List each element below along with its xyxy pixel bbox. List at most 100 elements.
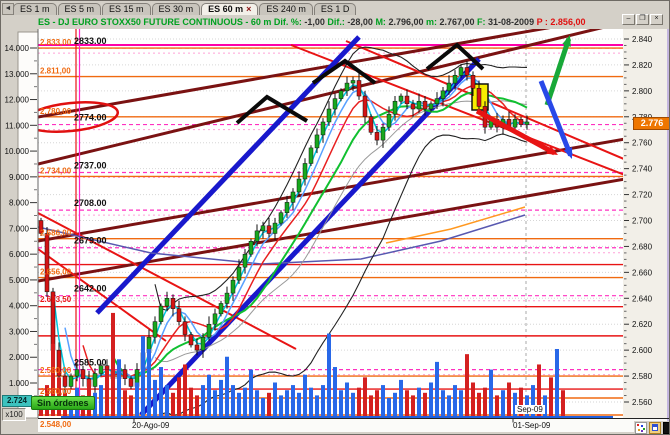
tab-es-1-d[interactable]: ES 1 D [313, 3, 357, 15]
pivot-label: 2585.00 [74, 358, 107, 368]
volume-bar [453, 385, 457, 416]
tab-es-240-m[interactable]: ES 240 m [259, 3, 313, 15]
title-segment: m: [425, 17, 440, 27]
candle [344, 82, 350, 92]
candle [404, 95, 410, 105]
volume-bar [327, 333, 331, 416]
tab-es-1-m[interactable]: ES 1 m [13, 3, 57, 15]
candle [452, 75, 458, 84]
volume-bar [483, 387, 487, 416]
candle [320, 121, 326, 136]
candle [296, 178, 302, 193]
candle [56, 349, 62, 377]
volume-bar [345, 382, 349, 416]
save-icon[interactable] [649, 422, 661, 434]
volume-bar [267, 392, 271, 416]
candle [416, 100, 422, 110]
candle [182, 321, 188, 335]
volume-bar [183, 364, 187, 416]
pivot-label: 2774.00 [74, 113, 107, 123]
tab-es-30-m[interactable]: ES 30 m [151, 3, 201, 15]
title-segment: 2.796,00 [388, 17, 426, 27]
candle [464, 67, 470, 76]
title-segment: Dif.: [327, 17, 348, 27]
support-resistance-label: 2.656,00 [40, 268, 72, 277]
candle [62, 375, 68, 387]
candle [212, 313, 218, 325]
candle [266, 225, 272, 234]
volume-bar [471, 382, 475, 416]
candle [248, 240, 254, 255]
plot-area[interactable] [23, 11, 670, 431]
price-tick-label: 2.620 [632, 320, 653, 329]
tab-bar: ES 1 m ES 5 m ES 15 m ES 30 m ES 60 m × ES 240… [13, 2, 357, 15]
minimize-button[interactable]: – [622, 14, 635, 25]
tab-close-icon[interactable]: × [246, 4, 252, 14]
volume-bar [441, 390, 445, 416]
candle [476, 88, 482, 107]
volume-bar [51, 343, 55, 416]
candle [428, 103, 434, 110]
volume-bar [537, 364, 541, 416]
candle [128, 378, 134, 387]
volume-bar [489, 369, 493, 416]
tab-es-15-m[interactable]: ES 15 m [102, 3, 151, 15]
tab-es-60-m[interactable]: ES 60 m × [201, 3, 259, 15]
support-resistance-label: 2.686,00 [40, 229, 72, 238]
candle [338, 90, 344, 99]
volume-bar [129, 395, 133, 416]
volume-bar [249, 369, 253, 416]
volume-bar [423, 392, 427, 416]
candle [386, 113, 392, 128]
volume-bar [99, 385, 103, 416]
close-button[interactable]: × [650, 14, 663, 25]
candle [44, 233, 50, 293]
candle [194, 344, 200, 351]
pivot-label: 2679.00 [74, 236, 107, 246]
volume-bar [375, 390, 379, 416]
candle [74, 369, 80, 377]
price-tick-label: 2.820 [632, 61, 653, 70]
tab-es-5-m[interactable]: ES 5 m [57, 3, 102, 15]
volume-bar [243, 387, 247, 416]
volume-bar [237, 392, 241, 416]
volume-bar [507, 382, 511, 416]
level-labels: 2.833,00 2.811,00 2.780,00 2.734,00 2.686,00… [40, 36, 107, 429]
price-tick-label: 2.560 [632, 398, 653, 407]
candle [512, 119, 518, 128]
candle [410, 103, 416, 110]
volume-bar [357, 387, 361, 416]
volume-bar [153, 379, 157, 416]
volume-multiplier-label: x100 [2, 408, 26, 421]
volume-tick-label: 10.000 [5, 147, 30, 156]
title-segment: 31-08-2009 [488, 17, 537, 27]
support-resistance-label: 2.734,00 [40, 166, 72, 175]
volume-bar [219, 379, 223, 416]
volume-tick-label: 8.000 [9, 199, 30, 208]
maximize-button[interactable]: ❐ [636, 14, 649, 25]
volume-tick-label: 6.000 [9, 250, 30, 259]
volume-tick-label: 9.000 [9, 173, 30, 182]
candle [470, 75, 476, 89]
chart-title: ES - DJ EURO STOXX50 FUTURE CONTINUOUS -… [38, 17, 585, 27]
solid-square-icon[interactable] [663, 422, 669, 434]
support-resistance-label: 2.548,00 [40, 420, 72, 429]
volume-bar [543, 395, 547, 416]
volume-bar [135, 382, 139, 416]
candle [332, 98, 338, 110]
chart-type-icon[interactable] [635, 422, 647, 434]
candle [98, 365, 104, 374]
volume-bar [285, 390, 289, 416]
candle [524, 121, 530, 125]
volume-bar [111, 312, 115, 416]
price-tick-label: 2.580 [632, 372, 653, 381]
peak-mark [311, 58, 377, 85]
title-segment: ES - DJ EURO STOXX50 FUTURE CONTINUOUS -… [38, 17, 274, 27]
trend-arrow [546, 145, 558, 155]
volume-bar [447, 395, 451, 416]
candle [38, 220, 44, 234]
volume-bar [435, 361, 439, 416]
candle [260, 225, 266, 232]
